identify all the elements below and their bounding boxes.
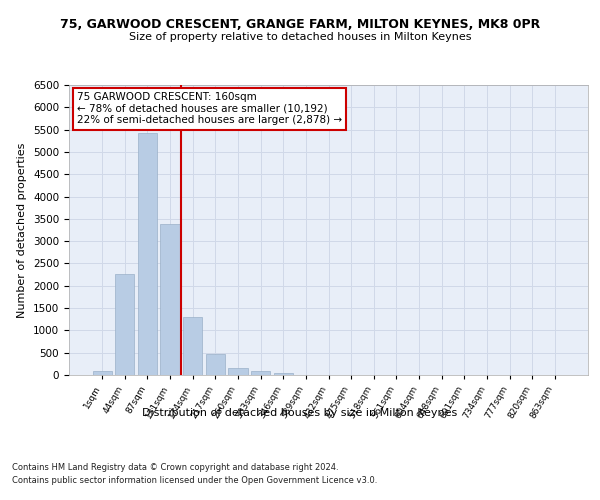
- Bar: [251, 371, 270, 375]
- Bar: [92, 372, 112, 375]
- Bar: [115, 274, 134, 375]
- Bar: [160, 224, 180, 375]
- Bar: [206, 354, 225, 375]
- Text: Distribution of detached houses by size in Milton Keynes: Distribution of detached houses by size …: [142, 408, 458, 418]
- Bar: [229, 368, 248, 375]
- Bar: [183, 316, 202, 375]
- Text: Size of property relative to detached houses in Milton Keynes: Size of property relative to detached ho…: [129, 32, 471, 42]
- Y-axis label: Number of detached properties: Number of detached properties: [17, 142, 28, 318]
- Bar: [138, 132, 157, 375]
- Text: Contains public sector information licensed under the Open Government Licence v3: Contains public sector information licen…: [12, 476, 377, 485]
- Text: 75 GARWOOD CRESCENT: 160sqm
← 78% of detached houses are smaller (10,192)
22% of: 75 GARWOOD CRESCENT: 160sqm ← 78% of det…: [77, 92, 342, 126]
- Text: Contains HM Land Registry data © Crown copyright and database right 2024.: Contains HM Land Registry data © Crown c…: [12, 462, 338, 471]
- Bar: [274, 373, 293, 375]
- Text: 75, GARWOOD CRESCENT, GRANGE FARM, MILTON KEYNES, MK8 0PR: 75, GARWOOD CRESCENT, GRANGE FARM, MILTO…: [60, 18, 540, 30]
